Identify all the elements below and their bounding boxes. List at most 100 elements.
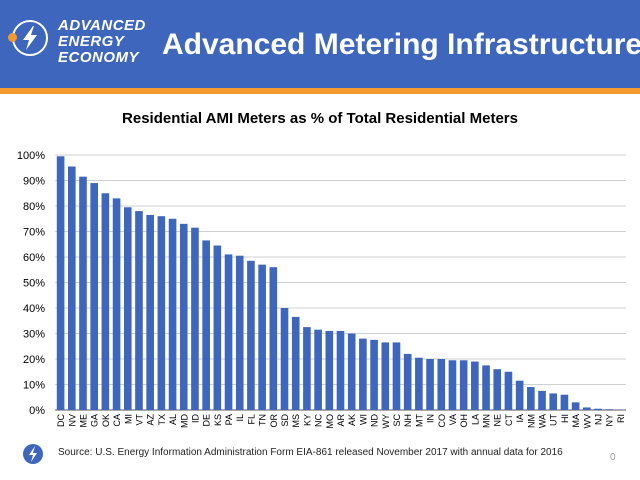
header-bar: ADVANCED ENERGY ECONOMY Advanced Meterin… <box>0 0 640 88</box>
x-tick-label: CA <box>112 414 122 427</box>
bar-co <box>437 359 446 410</box>
bar-nc <box>314 329 322 410</box>
y-tick-label: 30% <box>23 329 45 341</box>
x-tick-label: PA <box>224 414 234 425</box>
bar-il <box>235 255 244 410</box>
y-tick-label: 80% <box>23 201 45 213</box>
bar-dc <box>56 156 65 410</box>
bar-ct <box>504 371 513 410</box>
bar-mn <box>482 365 490 410</box>
x-tick-label: NJ <box>594 414 604 425</box>
bar-chart: 0% 10% 20% 30% 40% 50% 60% 70% 80% 90% 100% DC NV ME G… <box>17 150 626 429</box>
bar-mi <box>123 207 132 410</box>
y-tick-label: 40% <box>23 303 45 315</box>
chart-title: Residential AMI Meters as % of Total Res… <box>122 110 518 127</box>
logo-line: ECONOMY <box>58 49 140 66</box>
x-tick-label: AZ <box>146 414 156 426</box>
bar-az <box>146 214 154 410</box>
bar-va <box>448 360 457 410</box>
logo-line: ENERGY <box>58 33 125 50</box>
x-tick-label: SC <box>392 414 402 427</box>
x-tick-label: CO <box>437 414 447 428</box>
x-tick-label: OR <box>269 413 279 427</box>
logo-dot <box>8 33 17 42</box>
bar-in <box>426 359 434 410</box>
x-tick-label: MN <box>482 414 492 428</box>
bar-pa <box>224 254 233 410</box>
bar-ut <box>549 393 558 410</box>
bar-ok <box>101 193 110 410</box>
x-tick-label: WA <box>538 414 548 428</box>
x-tick-label: AK <box>347 414 357 426</box>
x-tick-label: IL <box>235 414 245 422</box>
x-tick-label: NH <box>403 414 413 427</box>
bar-sc <box>392 342 401 410</box>
x-tick-label: MO <box>325 414 335 429</box>
x-tick-label: NV <box>67 414 77 427</box>
x-tick-label: OK <box>101 414 111 427</box>
x-tick-label: GA <box>90 414 100 427</box>
bar-tn <box>258 264 266 410</box>
bar-vt <box>135 211 143 410</box>
x-tick-label: NM <box>526 414 536 428</box>
x-tick-label: FL <box>246 414 256 425</box>
x-tick-label: IN <box>426 414 436 423</box>
x-tick-label: IA <box>515 414 525 423</box>
bar-al <box>168 218 177 410</box>
source-note: Source: U.S. Energy Information Administ… <box>58 447 563 458</box>
bar-nm <box>527 387 535 410</box>
x-tick-label: NY <box>605 414 615 427</box>
x-tick-label: HI <box>560 414 570 423</box>
bar-id <box>191 227 199 410</box>
x-tick-label: DE <box>202 414 212 427</box>
bar-wi <box>359 338 367 410</box>
bar-sd <box>280 308 289 410</box>
x-tick-label: WV <box>582 414 592 429</box>
x-tick-label: MA <box>571 414 581 428</box>
bar-de <box>202 240 210 410</box>
bar-ky <box>303 327 311 410</box>
x-tick-label: MI <box>123 414 133 424</box>
x-tick-label: SD <box>280 414 290 427</box>
x-tick-label: OH <box>459 414 469 428</box>
x-tick-label: TX <box>157 414 167 426</box>
y-tick-label: 70% <box>23 227 45 239</box>
bar-mt <box>415 357 423 410</box>
x-tick-label: MD <box>179 414 189 428</box>
lightning-bolt-icon <box>23 26 37 50</box>
x-tick-label: AR <box>336 414 346 427</box>
page-number: 0 <box>610 452 616 463</box>
x-tick-label: CT <box>504 414 514 426</box>
slide-title: Advanced Metering Infrastructure <box>162 28 640 61</box>
x-tick-label: AL <box>168 414 178 425</box>
x-tick-label: NE <box>493 414 503 427</box>
x-tick-label: WI <box>358 414 368 425</box>
bar-ny <box>605 409 614 410</box>
x-tick-label: UT <box>549 414 559 426</box>
bar-md <box>179 223 188 410</box>
y-tick-label: 90% <box>23 176 45 188</box>
x-tick-label: MT <box>414 414 424 427</box>
logo-icon <box>23 444 43 464</box>
y-tick-label: 50% <box>23 278 45 290</box>
bar-wv <box>583 407 591 410</box>
y-tick-label: 0% <box>29 405 45 417</box>
bar-fl <box>247 260 255 410</box>
bar-ne <box>493 369 502 410</box>
bar-mo <box>325 330 334 410</box>
y-tick-label: 100% <box>17 150 45 162</box>
bar-nd <box>370 339 378 410</box>
bar-ar <box>336 330 345 410</box>
x-tick-label: RI <box>616 414 626 423</box>
bar-ia <box>515 380 524 410</box>
accent-divider <box>0 88 640 94</box>
x-tick-label: ND <box>370 414 380 427</box>
bar-ms <box>291 316 300 410</box>
y-tick-label: 20% <box>23 354 45 366</box>
bar-or <box>269 267 278 410</box>
bar-ca <box>112 198 121 410</box>
bar-ak <box>347 333 356 410</box>
bar-hi <box>560 394 569 410</box>
bar-me <box>79 176 87 410</box>
bar-wa <box>538 390 546 410</box>
